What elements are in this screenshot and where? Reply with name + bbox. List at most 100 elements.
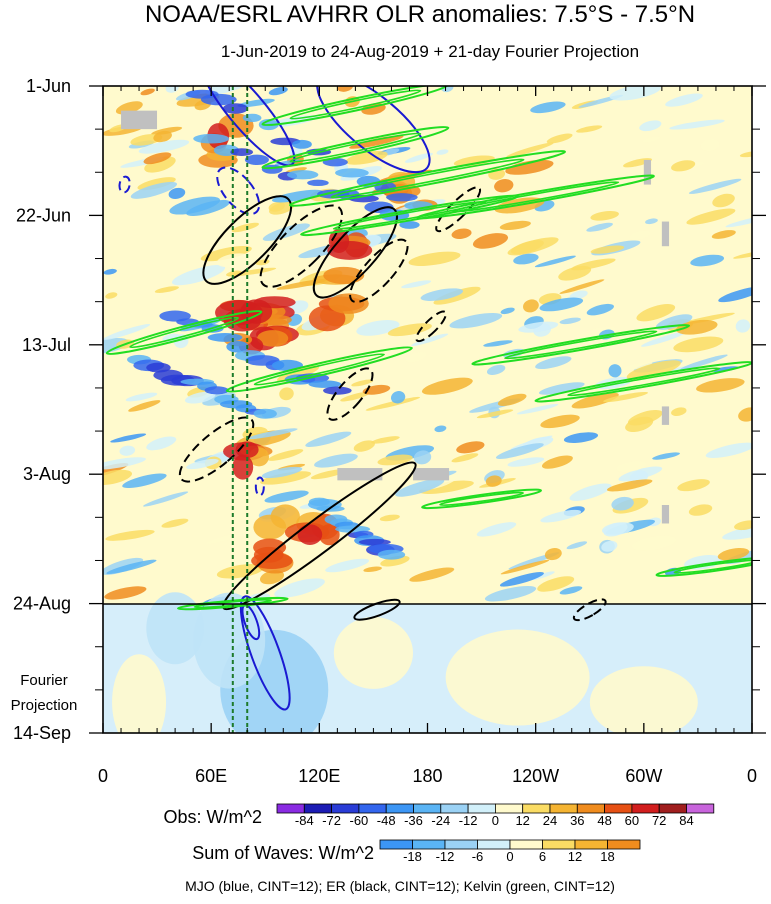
obs-colorbar-tick-label: 24 bbox=[543, 813, 557, 828]
obs-colorbar-box bbox=[385, 803, 414, 814]
obs-colorbar-box bbox=[631, 803, 660, 814]
anomaly-patch bbox=[271, 189, 323, 203]
anomaly-patch bbox=[440, 86, 454, 93]
anomaly-patch bbox=[247, 428, 298, 440]
waves-colorbar-box bbox=[444, 839, 478, 850]
anomaly-patch bbox=[436, 149, 449, 155]
anomaly-patch bbox=[103, 268, 117, 275]
cool-anomaly bbox=[226, 340, 249, 353]
y-tick-label: 24-Aug bbox=[13, 594, 71, 614]
kelvin-contour bbox=[567, 367, 721, 397]
anomaly-patch bbox=[718, 286, 752, 303]
anomaly-patch bbox=[629, 230, 651, 241]
anomaly-patch bbox=[269, 201, 295, 215]
kelvin-contour bbox=[332, 200, 487, 230]
anomaly-patch bbox=[237, 98, 275, 108]
anomaly-patch bbox=[138, 139, 190, 154]
cool-anomaly bbox=[335, 168, 369, 178]
anomaly-patch bbox=[200, 245, 252, 262]
waves-colorbar-box bbox=[542, 839, 576, 850]
x-tick-label: 0 bbox=[747, 766, 757, 786]
kelvin-contour bbox=[300, 194, 519, 237]
cool-anomaly bbox=[356, 175, 381, 188]
obs-colorbar-tick-label: 0 bbox=[492, 813, 499, 828]
observed-background bbox=[103, 86, 752, 604]
anomaly-patch bbox=[494, 179, 514, 193]
anomaly-patch bbox=[601, 540, 618, 552]
obs-colorbar-tick-label: 12 bbox=[515, 813, 529, 828]
waves-colorbar-box bbox=[509, 839, 543, 850]
anomaly-patch bbox=[231, 222, 259, 233]
obs-colorbar-box bbox=[358, 803, 387, 814]
kelvin-contour bbox=[253, 353, 385, 386]
anomaly-patch bbox=[569, 290, 588, 300]
anomaly-patch bbox=[143, 491, 189, 507]
anomaly-patch bbox=[608, 364, 622, 378]
anomaly-patch bbox=[507, 457, 545, 467]
obs-colorbar-box bbox=[303, 803, 332, 814]
anomaly-patch bbox=[261, 466, 303, 479]
waves-colorbar-tick-label: 0 bbox=[506, 849, 513, 864]
warm-anomaly bbox=[235, 441, 259, 458]
anomaly-patch bbox=[677, 479, 710, 492]
waves-colorbar: -18 -12 -6 0 6 12 18 bbox=[379, 839, 641, 864]
cool-anomaly bbox=[364, 201, 394, 213]
anomaly-patch bbox=[264, 490, 309, 503]
projection-label-line1: Fourier bbox=[20, 672, 68, 689]
anomaly-patch bbox=[105, 529, 155, 541]
anomaly-patch bbox=[705, 442, 752, 458]
anomaly-patch bbox=[626, 360, 681, 380]
anomaly-patch bbox=[130, 181, 177, 199]
anomaly-patch bbox=[483, 340, 513, 347]
cool-anomaly bbox=[200, 93, 237, 106]
anomaly-patch bbox=[137, 177, 176, 191]
projection-anomaly bbox=[589, 666, 698, 733]
anomaly-patch bbox=[162, 333, 180, 342]
anomaly-patch bbox=[345, 150, 388, 165]
anomaly-patch bbox=[128, 400, 161, 412]
y-tick-label: 14-Sep bbox=[13, 723, 71, 743]
anomaly-patch bbox=[411, 333, 449, 347]
anomaly-patch bbox=[279, 387, 294, 401]
kelvin-contour bbox=[471, 324, 691, 366]
projection-anomaly bbox=[146, 592, 204, 665]
kelvin-contour bbox=[105, 309, 263, 355]
contour-legend: MJO (blue, CINT=12); ER (black, CINT=12)… bbox=[185, 878, 615, 894]
obs-colorbar-box bbox=[604, 803, 633, 814]
x-tick-label: 60W bbox=[625, 766, 662, 786]
waves-colorbar-label: Sum of Waves: W/m^2 bbox=[192, 843, 374, 863]
anomaly-patch bbox=[671, 160, 696, 172]
warm-anomaly bbox=[257, 330, 289, 347]
anomaly-patch bbox=[351, 379, 374, 387]
anomaly-patch bbox=[419, 480, 474, 494]
anomaly-patch bbox=[603, 391, 648, 403]
obs-colorbar-tick-label: -84 bbox=[295, 813, 314, 828]
anomaly-patch bbox=[505, 159, 554, 175]
anomaly-patch bbox=[314, 453, 358, 468]
anomaly-patch bbox=[171, 265, 226, 286]
anomaly-patch bbox=[472, 233, 509, 249]
cool-anomaly bbox=[207, 333, 243, 342]
anomaly-patch bbox=[559, 279, 605, 294]
missing-data bbox=[121, 110, 158, 130]
anomaly-patch bbox=[513, 253, 539, 265]
anomaly-patch bbox=[153, 130, 172, 143]
anomaly-patch bbox=[449, 312, 503, 329]
projection-anomaly bbox=[112, 654, 167, 733]
anomaly-patch bbox=[476, 522, 517, 537]
anomaly-patch bbox=[518, 321, 559, 333]
plot-area bbox=[103, 86, 752, 733]
anomaly-patch bbox=[205, 530, 253, 544]
anomaly-patch bbox=[510, 435, 553, 450]
waves-colorbar-box bbox=[379, 839, 413, 850]
obs-colorbar-tick-label: 36 bbox=[570, 813, 584, 828]
anomaly-patch bbox=[325, 558, 370, 573]
anomaly-patch bbox=[673, 336, 724, 353]
anomaly-patch bbox=[652, 452, 680, 460]
missing-data bbox=[337, 468, 383, 481]
waves-colorbar-tick-label: 18 bbox=[600, 849, 614, 864]
anomaly-patch bbox=[642, 136, 661, 143]
anomaly-patch bbox=[105, 292, 118, 299]
anomaly-patch bbox=[671, 407, 687, 417]
anomaly-patch bbox=[688, 178, 742, 194]
